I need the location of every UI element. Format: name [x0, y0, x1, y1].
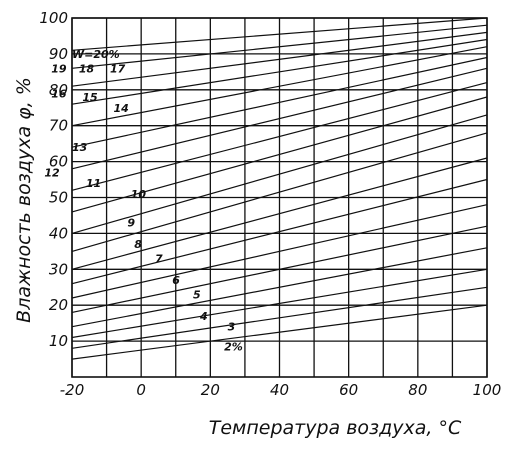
x-tick-label: 80 — [408, 381, 427, 399]
series-line — [71, 46, 488, 127]
series-line — [71, 56, 488, 148]
curve-label: 15 — [82, 91, 98, 104]
y-axis-title: Влажность воздуха φ, % — [13, 77, 35, 323]
series-line — [71, 31, 488, 87]
series-line — [71, 38, 488, 105]
tick-labels: -20 0 20 40 60 80 100 10 20 30 40 50 60 70 80 90 100 — [39, 9, 501, 399]
x-tick-label: -20 — [60, 381, 85, 399]
series-line — [71, 178, 488, 285]
curve-label: 12 — [44, 166, 60, 179]
series-line — [71, 96, 488, 213]
y-tick-label: 30 — [49, 260, 68, 278]
curve-label: 16 — [51, 87, 67, 100]
x-tick-label: 40 — [270, 381, 289, 399]
x-axis-title: Температура воздуха, °C — [209, 417, 462, 439]
series-line — [71, 132, 488, 252]
curve-label: 14 — [114, 102, 129, 115]
series-line — [71, 17, 488, 51]
series-line — [71, 204, 488, 299]
moisture-curves — [71, 17, 488, 360]
curve-label: 8 — [134, 238, 142, 251]
curve-label: 3 — [228, 321, 236, 334]
curve-label: 2% — [224, 340, 243, 353]
curve-label: 13 — [72, 141, 88, 154]
y-tick-label: 40 — [49, 224, 68, 242]
curve-label: 9 — [127, 217, 135, 230]
y-tick-label: 50 — [49, 189, 68, 207]
curve-label: 18 — [79, 62, 95, 75]
curve-label: 7 — [155, 253, 163, 266]
plot-border — [71, 17, 488, 378]
series-line — [71, 114, 488, 234]
curve-label: 4 — [199, 310, 208, 323]
curve-label: 5 — [193, 288, 201, 301]
x-tick-label: 0 — [136, 381, 146, 399]
curve-label: 17 — [110, 62, 126, 75]
y-tick-label: 70 — [49, 117, 68, 135]
x-tick-label: 20 — [201, 381, 220, 399]
series-line — [71, 225, 488, 313]
y-tick-label: 90 — [49, 45, 68, 63]
series-line — [71, 268, 488, 339]
y-tick-label: 80 — [49, 81, 68, 99]
series-line — [71, 157, 488, 270]
x-tick-label: 60 — [339, 381, 358, 399]
series-line — [71, 247, 488, 328]
curve-label: 19 — [51, 62, 67, 75]
curve-label: 11 — [86, 177, 101, 190]
series-line — [71, 82, 488, 191]
series-line — [71, 67, 488, 170]
x-tick-label: 100 — [473, 381, 502, 399]
series-line — [71, 286, 488, 349]
curve-label: W=20% — [72, 48, 120, 61]
series-line — [71, 24, 488, 69]
series-line — [71, 304, 488, 360]
y-tick-label: 20 — [49, 296, 68, 314]
curve-label: 6 — [172, 274, 180, 287]
y-tick-label: 100 — [39, 9, 68, 27]
curve-label: 10 — [131, 188, 147, 201]
y-tick-label: 60 — [49, 153, 68, 171]
y-tick-label: 10 — [49, 332, 68, 350]
